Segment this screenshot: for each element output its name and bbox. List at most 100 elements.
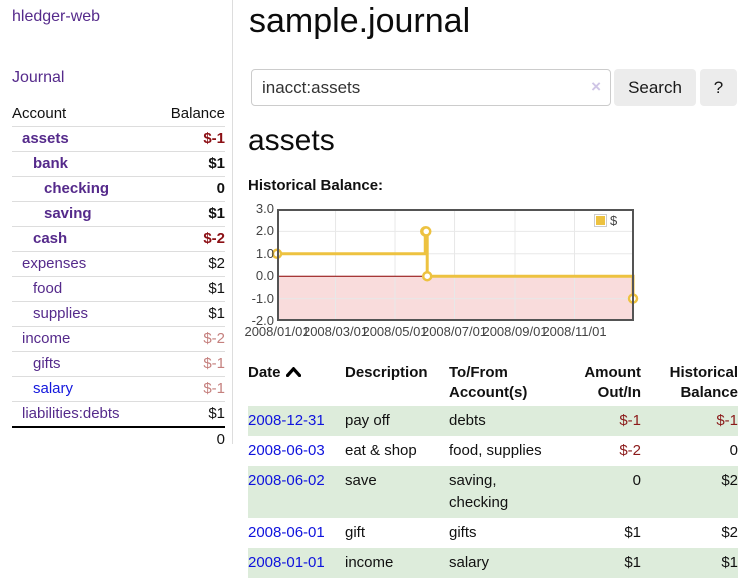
historical-balance-chart[interactable]: 3.0 2.0 1.0 0.0 -1.0 -2.0 2008/01/01 2008/03/01… bbox=[244, 200, 742, 348]
plot-border bbox=[277, 209, 634, 321]
clear-search-icon[interactable]: × bbox=[591, 77, 601, 96]
account-row: salary $-1 bbox=[12, 376, 225, 402]
account-link[interactable]: bank bbox=[33, 155, 69, 172]
y-tick-label: 1.0 bbox=[255, 245, 274, 261]
register-header-balance: Historical Balance bbox=[669, 364, 738, 401]
account-heading: assets bbox=[248, 124, 335, 157]
register-row: 2008-01-01 income salary $1 $1 bbox=[248, 548, 738, 578]
account-row: liabilities:debts $1 bbox=[12, 401, 225, 427]
app-brand-link[interactable]: hledger-web bbox=[12, 8, 101, 25]
transaction-date-link[interactable]: 2008-06-03 bbox=[248, 442, 325, 459]
account-row: food $1 bbox=[12, 276, 225, 302]
transaction-description: gift bbox=[345, 524, 366, 541]
search-input-wrap: × bbox=[251, 69, 611, 106]
accounts-body: assets $-1 bank $1 checking 0 saving $1 cash $-2 e… bbox=[12, 126, 225, 427]
nav-journal-link[interactable]: Journal bbox=[12, 69, 65, 86]
accounts-header-account: Account bbox=[12, 105, 67, 122]
account-link[interactable]: income bbox=[22, 330, 71, 347]
account-row: saving $1 bbox=[12, 201, 225, 227]
transaction-accounts: food, supplies bbox=[449, 442, 542, 459]
account-balance: $1 bbox=[153, 151, 225, 177]
register-header-date[interactable]: Date bbox=[248, 361, 345, 406]
page-title: sample.journal bbox=[249, 2, 471, 40]
y-tick-label: -1.0 bbox=[251, 290, 274, 306]
register-row: 2008-06-03 eat & shop food, supplies $-2 0 bbox=[248, 436, 738, 466]
account-balance: 0 bbox=[153, 176, 225, 202]
chart-plot-area[interactable] bbox=[271, 209, 639, 321]
register-body: 2008-12-31 pay off debts $-1 $-1 2008-06-03 ea… bbox=[248, 406, 738, 578]
y-tick-label: 0.0 bbox=[255, 268, 274, 284]
help-button[interactable]: ? bbox=[700, 69, 737, 106]
accounts-total-value: 0 bbox=[153, 426, 225, 452]
transaction-date-link[interactable]: 2008-01-01 bbox=[248, 554, 325, 571]
account-link[interactable]: saving bbox=[44, 205, 92, 222]
accounts-total-row: 0 bbox=[12, 426, 225, 452]
transaction-balance: $2 bbox=[721, 524, 738, 541]
account-link[interactable]: assets bbox=[22, 130, 69, 147]
search-bar: × Search ? bbox=[248, 69, 742, 106]
transaction-amount: $-2 bbox=[619, 442, 641, 459]
account-balance: $-2 bbox=[153, 326, 225, 352]
account-balance: $-2 bbox=[153, 226, 225, 252]
chart-title: Historical Balance: bbox=[248, 177, 384, 194]
account-link[interactable]: cash bbox=[33, 230, 68, 247]
sidebar-divider bbox=[232, 0, 233, 444]
account-link[interactable]: expenses bbox=[22, 255, 87, 272]
y-tick-label: 2.0 bbox=[255, 223, 274, 239]
account-balance: $-1 bbox=[153, 376, 225, 402]
account-balance: $2 bbox=[153, 251, 225, 277]
account-balance: $1 bbox=[153, 401, 225, 427]
account-link[interactable]: gifts bbox=[33, 355, 61, 372]
account-row: cash $-2 bbox=[12, 226, 225, 252]
register-header-description: Description bbox=[345, 364, 428, 381]
register-row: 2008-12-31 pay off debts $-1 $-1 bbox=[248, 406, 738, 436]
transaction-date-link[interactable]: 2008-06-02 bbox=[248, 472, 325, 489]
account-row: expenses $2 bbox=[12, 251, 225, 277]
accounts-table: Account Balance assets $-1 bank $1 checking 0… bbox=[12, 102, 225, 452]
transaction-date-link[interactable]: 2008-12-31 bbox=[248, 412, 325, 429]
transaction-amount: 0 bbox=[565, 466, 641, 518]
account-link[interactable]: food bbox=[33, 280, 63, 297]
data-point bbox=[421, 270, 433, 282]
x-tick-label: 2008/05/01 bbox=[362, 324, 428, 339]
account-row: income $-2 bbox=[12, 326, 225, 352]
accounts-header-balance: Balance bbox=[170, 105, 225, 122]
transaction-accounts: gifts bbox=[449, 524, 477, 541]
register-table: Date Description To/From Account(s) Amou… bbox=[248, 361, 738, 578]
register-header-row: Date Description To/From Account(s) Amou… bbox=[248, 361, 738, 406]
account-row: assets $-1 bbox=[12, 126, 225, 152]
account-balance: $-1 bbox=[153, 126, 225, 152]
account-row: gifts $-1 bbox=[12, 351, 225, 377]
transaction-description: pay off bbox=[345, 406, 449, 436]
account-row: bank $1 bbox=[12, 151, 225, 177]
legend-label: $ bbox=[610, 213, 618, 228]
transaction-date-link[interactable]: 2008-06-01 bbox=[248, 524, 325, 541]
account-link[interactable]: salary bbox=[33, 380, 74, 397]
x-tick-label: 2008/11/01 bbox=[542, 324, 607, 339]
register-header-amount: Amount Out/In bbox=[584, 364, 641, 401]
transaction-amount: $1 bbox=[624, 524, 641, 541]
chart-legend: $ bbox=[594, 213, 617, 228]
account-balance: $1 bbox=[153, 276, 225, 302]
search-button[interactable]: Search bbox=[614, 69, 696, 106]
account-balance: $-1 bbox=[153, 351, 225, 377]
accounts-header-row: Account Balance bbox=[12, 102, 225, 127]
legend-swatch bbox=[594, 214, 607, 227]
transaction-amount: $1 bbox=[565, 548, 641, 578]
account-balance: $1 bbox=[153, 201, 225, 227]
transaction-balance: $1 bbox=[641, 548, 738, 578]
transaction-accounts: debts bbox=[449, 406, 565, 436]
y-tick-label: -2.0 bbox=[251, 313, 274, 328]
sort-ascending-icon[interactable] bbox=[285, 363, 301, 383]
account-link[interactable]: checking bbox=[44, 180, 110, 197]
x-tick-label: 2008/07/01 bbox=[421, 324, 488, 339]
transaction-balance: $-1 bbox=[641, 406, 738, 436]
transaction-description: income bbox=[345, 548, 449, 578]
transaction-description: eat & shop bbox=[345, 442, 417, 459]
transaction-accounts: saving, checking bbox=[449, 466, 565, 518]
account-link[interactable]: supplies bbox=[33, 305, 89, 322]
account-link[interactable]: liabilities:debts bbox=[22, 405, 120, 422]
transaction-amount: $-1 bbox=[565, 406, 641, 436]
search-input[interactable] bbox=[251, 69, 611, 106]
data-point bbox=[420, 226, 432, 237]
